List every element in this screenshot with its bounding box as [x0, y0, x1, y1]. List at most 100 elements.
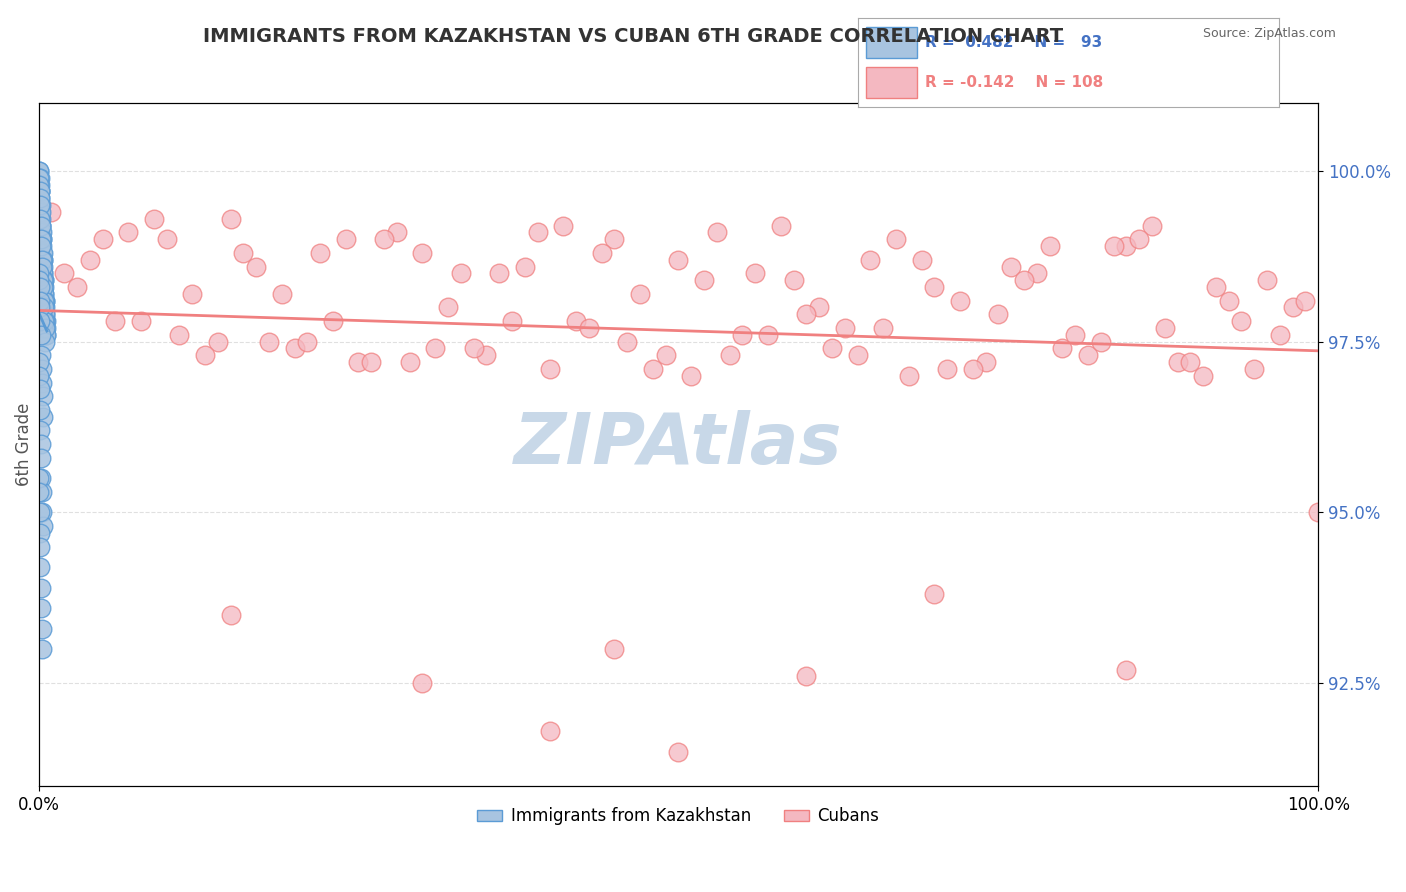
Point	[654, 348, 676, 362]
Point	[578, 321, 600, 335]
Point	[450, 266, 472, 280]
Point	[30, 450, 52, 465]
Point	[910, 252, 932, 267]
Point	[35, 321, 58, 335]
Point	[846, 348, 869, 362]
Point	[796, 307, 818, 321]
Point	[808, 301, 831, 315]
Point	[31, 252, 53, 267]
Point	[31, 519, 53, 533]
Point	[28, 191, 51, 205]
Point	[1295, 293, 1317, 308]
Point	[28, 164, 51, 178]
Point	[30, 219, 52, 233]
Point	[1230, 314, 1253, 328]
Legend: Immigrants from Kazakhstan, Cubans: Immigrants from Kazakhstan, Cubans	[471, 801, 886, 832]
Point	[31, 389, 53, 403]
Point	[32, 286, 55, 301]
Point	[270, 286, 292, 301]
Point	[28, 506, 51, 520]
Point	[565, 314, 588, 328]
Point	[693, 273, 716, 287]
Point	[30, 198, 52, 212]
Point	[30, 211, 52, 226]
Point	[31, 245, 53, 260]
Point	[28, 368, 51, 383]
Point	[309, 245, 332, 260]
Point	[475, 348, 498, 362]
Point	[1128, 232, 1150, 246]
Point	[31, 252, 53, 267]
Point	[526, 225, 548, 239]
Point	[1064, 327, 1087, 342]
Point	[32, 266, 55, 280]
Point	[1166, 355, 1188, 369]
Point	[30, 219, 52, 233]
Point	[1268, 327, 1291, 342]
Point	[30, 437, 52, 451]
Point	[30, 185, 52, 199]
Point	[488, 266, 510, 280]
Point	[1115, 239, 1137, 253]
Point	[859, 252, 882, 267]
Point	[207, 334, 229, 349]
Point	[769, 219, 792, 233]
Point	[28, 170, 51, 185]
Point	[987, 307, 1010, 321]
Point	[924, 280, 946, 294]
Point	[796, 669, 818, 683]
Point	[30, 301, 52, 315]
Point	[553, 219, 575, 233]
Point	[974, 355, 997, 369]
Point	[28, 485, 51, 500]
Point	[34, 293, 56, 308]
Point	[104, 314, 127, 328]
Point	[31, 232, 53, 246]
Point	[66, 280, 89, 294]
Point	[897, 368, 920, 383]
Point	[31, 239, 53, 253]
Point	[34, 286, 56, 301]
Point	[28, 293, 51, 308]
Point	[41, 204, 63, 219]
Point	[28, 383, 51, 397]
Point	[181, 286, 204, 301]
Point	[924, 587, 946, 601]
Point	[79, 252, 101, 267]
Point	[34, 314, 56, 328]
Text: IMMIGRANTS FROM KAZAKHSTAN VS CUBAN 6TH GRADE CORRELATION CHART: IMMIGRANTS FROM KAZAKHSTAN VS CUBAN 6TH …	[202, 27, 1063, 45]
Point	[30, 232, 52, 246]
Point	[34, 321, 56, 335]
Point	[194, 348, 217, 362]
Point	[28, 526, 51, 541]
Point	[411, 245, 433, 260]
Text: R = -0.142    N = 108: R = -0.142 N = 108	[925, 75, 1104, 89]
Point	[538, 362, 561, 376]
Point	[91, 232, 114, 246]
Bar	[866, 67, 917, 98]
Point	[347, 355, 370, 369]
Point	[949, 293, 972, 308]
Point	[322, 314, 344, 328]
Point	[1205, 280, 1227, 294]
Point	[1308, 506, 1330, 520]
Point	[169, 327, 191, 342]
Point	[872, 321, 894, 335]
Point	[30, 198, 52, 212]
Point	[884, 232, 907, 246]
Point	[31, 232, 53, 246]
Point	[129, 314, 152, 328]
Point	[936, 362, 959, 376]
Point	[32, 260, 55, 274]
Point	[1218, 293, 1240, 308]
Point	[513, 260, 536, 274]
Point	[28, 273, 51, 287]
Point	[411, 676, 433, 690]
Point	[628, 286, 651, 301]
Point	[34, 293, 56, 308]
Point	[297, 334, 319, 349]
Point	[668, 745, 690, 759]
Point	[28, 280, 51, 294]
Point	[142, 211, 165, 226]
Point	[360, 355, 382, 369]
